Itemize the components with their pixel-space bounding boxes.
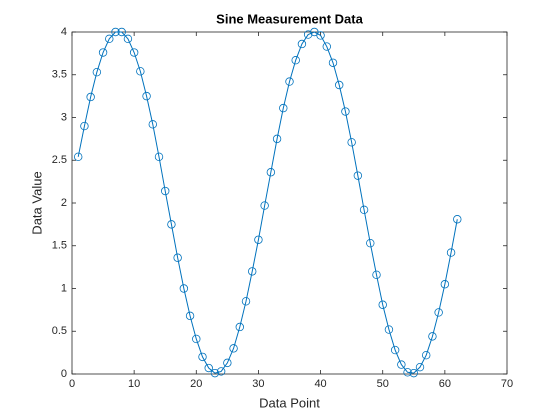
- x-tick-label: 70: [501, 378, 513, 390]
- data-point: [384, 325, 394, 334]
- data-point: [117, 27, 126, 37]
- y-tick-label: 2.5: [52, 154, 67, 166]
- data-point: [223, 358, 232, 368]
- data-point: [434, 308, 443, 317]
- data-point: [260, 201, 269, 210]
- data-point: [359, 205, 369, 215]
- data-point: [328, 58, 338, 67]
- data-point: [428, 332, 437, 341]
- data-point: [173, 253, 182, 262]
- data-point: [372, 270, 381, 280]
- data-point: [80, 121, 89, 131]
- y-tick-label: 1.5: [52, 240, 67, 252]
- data-point: [248, 267, 257, 276]
- y-tick-label: 0.5: [52, 325, 67, 337]
- y-tick-label: 4: [61, 26, 67, 38]
- x-tick-label: 50: [377, 378, 389, 390]
- x-tick-label: 40: [314, 378, 326, 390]
- data-point: [409, 368, 418, 378]
- data-point: [148, 120, 157, 129]
- y-tick-label: 3.5: [52, 69, 67, 81]
- data-point: [335, 80, 344, 90]
- y-tick-label: 3: [61, 111, 67, 123]
- data-point: [440, 280, 450, 289]
- data-point: [123, 34, 133, 44]
- chart-title: Sine Measurement Data: [216, 11, 363, 26]
- data-point: [446, 248, 456, 257]
- data-point: [453, 215, 462, 224]
- data-point: [185, 311, 195, 321]
- x-tick-label: 30: [252, 378, 264, 390]
- data-point: [161, 186, 170, 196]
- data-point: [204, 363, 213, 373]
- data-point: [279, 103, 288, 113]
- data-point: [179, 284, 189, 293]
- x-tick-label: 10: [128, 378, 140, 390]
- data-point: [192, 334, 201, 344]
- data-point: [422, 350, 431, 360]
- data-point: [316, 31, 325, 40]
- data-point: [235, 322, 244, 332]
- x-tick-label: 0: [69, 378, 75, 390]
- data-point: [74, 152, 83, 162]
- data-point: [397, 360, 406, 369]
- data-point: [390, 345, 400, 355]
- data-point: [272, 134, 282, 144]
- data-point: [353, 171, 363, 180]
- x-tick-label: 60: [439, 378, 451, 390]
- data-point: [216, 367, 226, 376]
- data-point: [98, 48, 108, 57]
- data-point: [86, 92, 95, 102]
- data-point: [415, 362, 425, 372]
- data-point: [378, 300, 387, 309]
- data-point: [154, 152, 164, 162]
- data-point: [303, 30, 313, 39]
- data-point: [347, 138, 356, 147]
- data-point: [341, 107, 350, 116]
- data-point: [136, 67, 145, 76]
- y-tick-label: 2: [61, 197, 67, 209]
- data-point: [198, 352, 207, 362]
- data-point: [105, 34, 114, 44]
- data-point: [322, 42, 331, 51]
- data-point: [229, 344, 238, 353]
- data-point: [142, 91, 151, 101]
- data-point: [210, 368, 220, 378]
- x-axis-label: Data Point: [259, 395, 320, 410]
- y-tick-label: 1: [61, 282, 67, 294]
- data-point: [167, 220, 176, 229]
- data-point: [403, 368, 412, 377]
- data-point: [285, 77, 294, 86]
- y-axis-label: Data Value: [29, 171, 44, 234]
- data-point: [241, 297, 251, 306]
- data-point: [254, 235, 263, 244]
- data-point: [266, 168, 276, 177]
- data-point: [366, 238, 375, 248]
- y-tick-label: 0: [61, 368, 67, 380]
- data-point: [291, 56, 300, 65]
- data-point: [111, 27, 120, 37]
- data-point: [92, 67, 102, 77]
- x-tick-label: 20: [190, 378, 202, 390]
- data-point: [297, 39, 307, 49]
- data-point: [129, 48, 139, 57]
